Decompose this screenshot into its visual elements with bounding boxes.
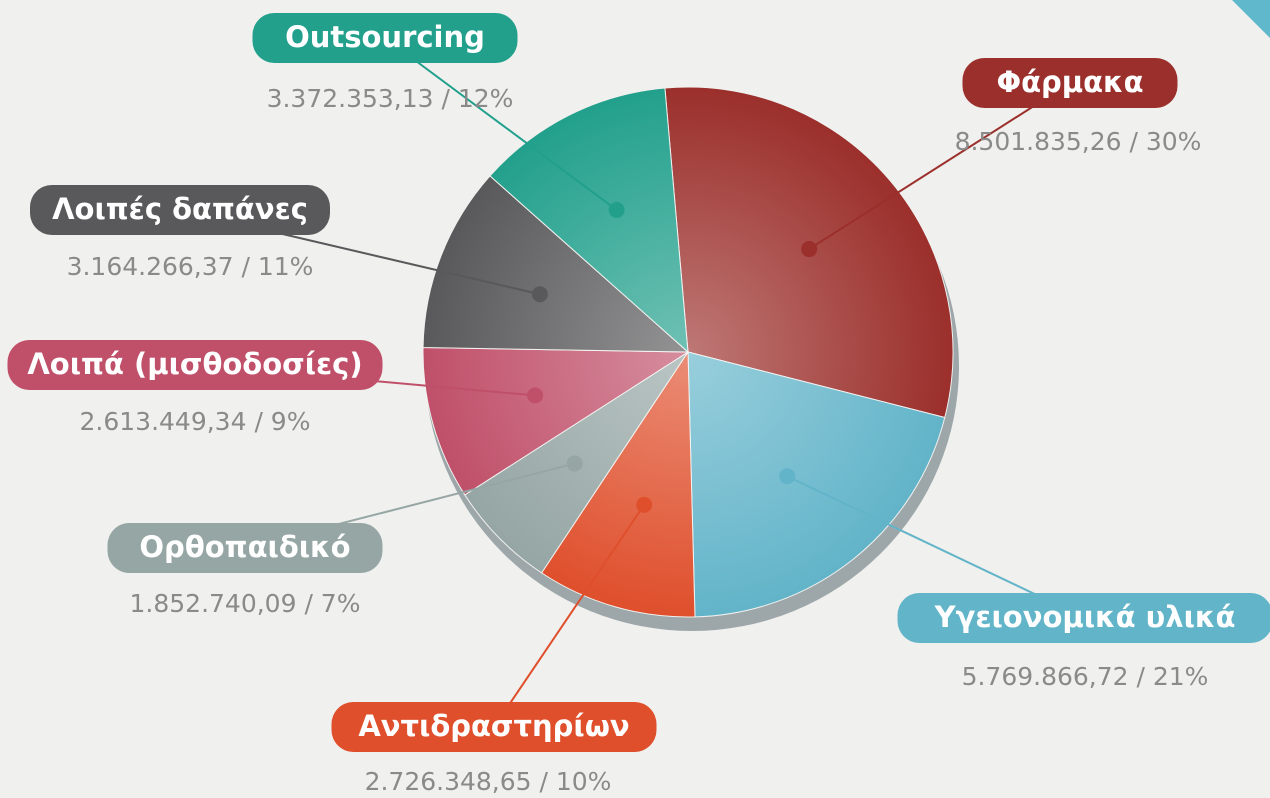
leader-dot [531, 286, 548, 303]
category-label: Outsourcing [285, 20, 485, 54]
leader-dot [636, 496, 653, 513]
leader-dot [779, 468, 796, 485]
leader-dot [801, 241, 818, 258]
label-pill [331, 702, 657, 752]
category-label: Υγειονομικά υλικά [934, 600, 1236, 634]
value-label: 5.769.866,72 / 21% [962, 662, 1209, 691]
leader-dot [608, 201, 625, 218]
category-label: Ορθοπαιδικό [139, 530, 350, 564]
category-label: Αντιδραστηρίων [358, 709, 629, 743]
category-label: Λοιπά (μισθοδοσίες) [27, 347, 362, 381]
value-label: 2.726.348,65 / 10% [365, 767, 612, 796]
label-pill [30, 185, 330, 235]
value-label: 3.164.266,37 / 11% [67, 252, 314, 281]
leader-dot [566, 455, 583, 472]
leader-line [808, 82, 1071, 250]
value-label: 1.852.740,09 / 7% [130, 589, 361, 618]
label-pill [897, 593, 1270, 643]
category-label: Λοιπές δαπάνες [52, 192, 308, 226]
leader-dot [527, 387, 544, 404]
label-pill [252, 13, 518, 63]
leader-line [493, 504, 645, 728]
value-label: 8.501.835,26 / 30% [955, 127, 1202, 156]
label-pill [107, 523, 383, 573]
label-pill [962, 58, 1178, 108]
value-label: 3.372.353,13 / 12% [267, 84, 514, 113]
category-label: Φάρμακα [996, 65, 1143, 99]
value-label: 2.613.449,34 / 9% [80, 407, 311, 436]
leader-line [384, 37, 618, 211]
pie-shine [423, 87, 953, 617]
corner-decoration [1232, 0, 1270, 38]
label-pill [7, 340, 383, 390]
